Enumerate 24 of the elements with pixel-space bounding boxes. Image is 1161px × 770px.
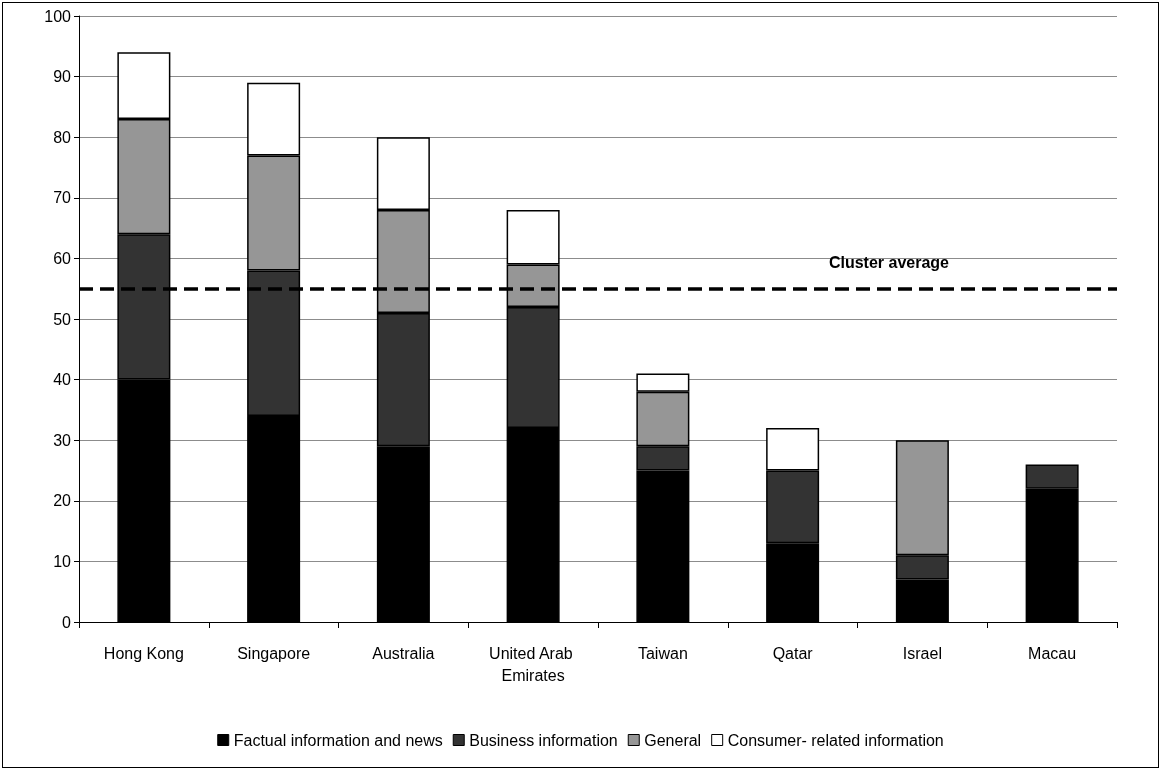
y-tick-label: 70	[53, 189, 72, 207]
x-tick-label: Taiwan	[637, 644, 688, 662]
y-tick-label: 60	[53, 249, 72, 267]
ref-line-label: Cluster average	[828, 254, 950, 272]
x-tick-label: Australia	[372, 644, 435, 662]
y-tick-label: 40	[53, 371, 72, 389]
y-tick-label: 0	[62, 613, 72, 631]
x-tick-label: Singapore	[237, 644, 311, 662]
x-tick-label: Hong Kong	[103, 644, 184, 662]
y-tick-label: 30	[53, 431, 72, 449]
x-tick-label: United Arab Emirates	[489, 644, 578, 684]
x-tick-label: Israel	[902, 644, 942, 662]
y-tick-label: 100	[44, 7, 72, 25]
legend-label: Business information	[469, 731, 618, 749]
legend-label: General	[644, 731, 702, 749]
y-tick-label: 90	[53, 68, 72, 86]
y-tick-label: 80	[53, 128, 72, 146]
y-tick-label: 10	[53, 552, 72, 570]
x-tick-label: Macau	[1028, 644, 1077, 662]
legend-label: Consumer- related information	[727, 731, 944, 749]
legend-label: Factual information and news	[233, 731, 443, 749]
y-tick-label: 50	[53, 310, 72, 328]
x-tick-label: Qatar	[772, 644, 814, 662]
y-tick-label: 20	[53, 492, 72, 510]
